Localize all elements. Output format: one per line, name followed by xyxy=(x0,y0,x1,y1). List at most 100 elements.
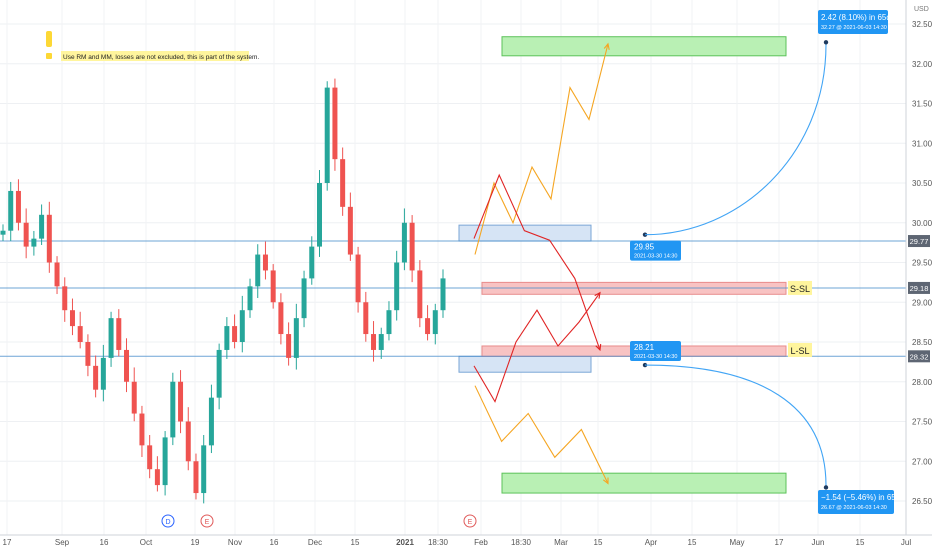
candle-body xyxy=(278,302,284,335)
x-tick-label: Dec xyxy=(308,538,322,547)
x-tick-label: May xyxy=(729,538,744,547)
candle-body xyxy=(100,357,106,390)
candle-body xyxy=(62,286,68,311)
y-tick-label: 28.50 xyxy=(912,338,932,347)
projection-path-bull-arrowhead xyxy=(603,42,610,50)
y-tick-label: 30.00 xyxy=(912,219,932,228)
y-tick-label: 27.50 xyxy=(912,418,932,427)
candle-body xyxy=(286,334,292,358)
y-tick-label: 31.00 xyxy=(912,139,932,148)
candle-body xyxy=(355,254,361,303)
candle-body xyxy=(162,437,168,486)
currency-label: USD xyxy=(914,6,929,13)
candle-body xyxy=(170,381,176,438)
projection-path-bull xyxy=(474,43,609,255)
candle-body xyxy=(425,318,431,335)
candle-body xyxy=(301,278,307,319)
projection-label-sub: 26.67 @ 2021-06-03 14:30 xyxy=(821,505,887,511)
candle-body xyxy=(293,318,299,358)
candle-body xyxy=(54,262,60,287)
y-tick-label: 28.00 xyxy=(912,378,932,387)
event-marker-icon xyxy=(161,514,175,528)
candle-body xyxy=(378,334,384,350)
note-text: Use RM and MM, losses are not excluded, … xyxy=(63,54,259,61)
projection-end-point xyxy=(823,40,829,45)
candle-body xyxy=(39,214,45,239)
event-marker-icon xyxy=(463,514,477,528)
projection-end-point xyxy=(823,485,829,490)
x-tick-label: 15 xyxy=(856,538,865,547)
candle-body xyxy=(116,318,122,350)
zone-label: L-SL xyxy=(790,346,809,356)
y-tick-label: 30.50 xyxy=(912,179,932,188)
candle-body xyxy=(193,461,199,494)
x-tick-label: Nov xyxy=(228,538,242,547)
x-tick-label: 15 xyxy=(688,538,697,547)
candle-body xyxy=(309,246,315,279)
x-tick-label: 18:30 xyxy=(511,538,532,547)
candle-body xyxy=(432,310,438,335)
candle-body xyxy=(224,326,230,350)
x-tick-label: Jul xyxy=(901,538,911,547)
candle-body xyxy=(15,190,21,223)
zone-target xyxy=(501,472,787,494)
candle-body xyxy=(316,183,322,247)
candle-body xyxy=(77,326,83,342)
candle-body xyxy=(154,469,160,486)
candle-body xyxy=(69,310,75,327)
y-tick-label: 29.50 xyxy=(912,259,932,268)
candle-body xyxy=(201,445,207,494)
zone-label-bg xyxy=(788,280,812,295)
candle-body xyxy=(270,270,276,303)
candle-body xyxy=(417,270,423,319)
candle-body xyxy=(208,397,214,446)
price-line-label: 29.18 xyxy=(910,284,929,293)
x-tick-label: 15 xyxy=(594,538,603,547)
x-tick-label: Feb xyxy=(474,538,488,547)
candle-body xyxy=(46,214,52,263)
x-tick-label: 18:30 xyxy=(428,538,449,547)
x-tick-label: 17 xyxy=(3,538,12,547)
price-line-label: 29.77 xyxy=(910,237,929,246)
projection-label-title: 2.42 (8.10%) in 65d xyxy=(821,13,891,22)
projection-label-sub: 32.27 @ 2021-06-03 14:30 xyxy=(821,25,887,31)
exclamation-icon xyxy=(46,31,52,47)
candle-body xyxy=(0,230,6,235)
price-line-label: 28.32 xyxy=(910,352,929,361)
candle-body xyxy=(178,381,184,422)
x-tick-label: 19 xyxy=(191,538,200,547)
candle-body xyxy=(139,413,145,446)
event-marker-icon xyxy=(200,514,214,528)
candle-body xyxy=(340,159,346,207)
y-tick-label: 27.00 xyxy=(912,457,932,466)
zone-label-bg xyxy=(788,342,812,357)
exclamation-icon-dot xyxy=(46,53,52,59)
y-tick-label: 32.00 xyxy=(912,60,932,69)
measure-label-date: 2021-03-30 14:30 xyxy=(634,254,677,260)
candle-body xyxy=(371,334,377,350)
candle-body xyxy=(401,222,407,263)
x-tick-label: 15 xyxy=(351,538,360,547)
candle-body xyxy=(262,254,268,271)
candle-body xyxy=(232,326,238,342)
x-tick-label: Jun xyxy=(812,538,825,547)
zone-label: S-SL xyxy=(790,284,810,294)
candle-body xyxy=(409,222,415,271)
candle-body xyxy=(93,365,99,390)
candle-body xyxy=(8,190,14,231)
candle-body xyxy=(324,87,330,183)
candle-body xyxy=(440,278,446,311)
projection-label-box xyxy=(818,490,894,514)
zone-entry xyxy=(458,355,592,373)
candle-body xyxy=(31,238,37,247)
candle-body xyxy=(332,87,338,160)
candle-body xyxy=(185,421,191,462)
price-line-badge xyxy=(908,350,930,363)
candle-body xyxy=(124,349,130,382)
candle-body xyxy=(239,310,245,342)
candle-body xyxy=(247,286,253,311)
candle-body xyxy=(131,381,137,414)
note-bg xyxy=(61,51,249,61)
